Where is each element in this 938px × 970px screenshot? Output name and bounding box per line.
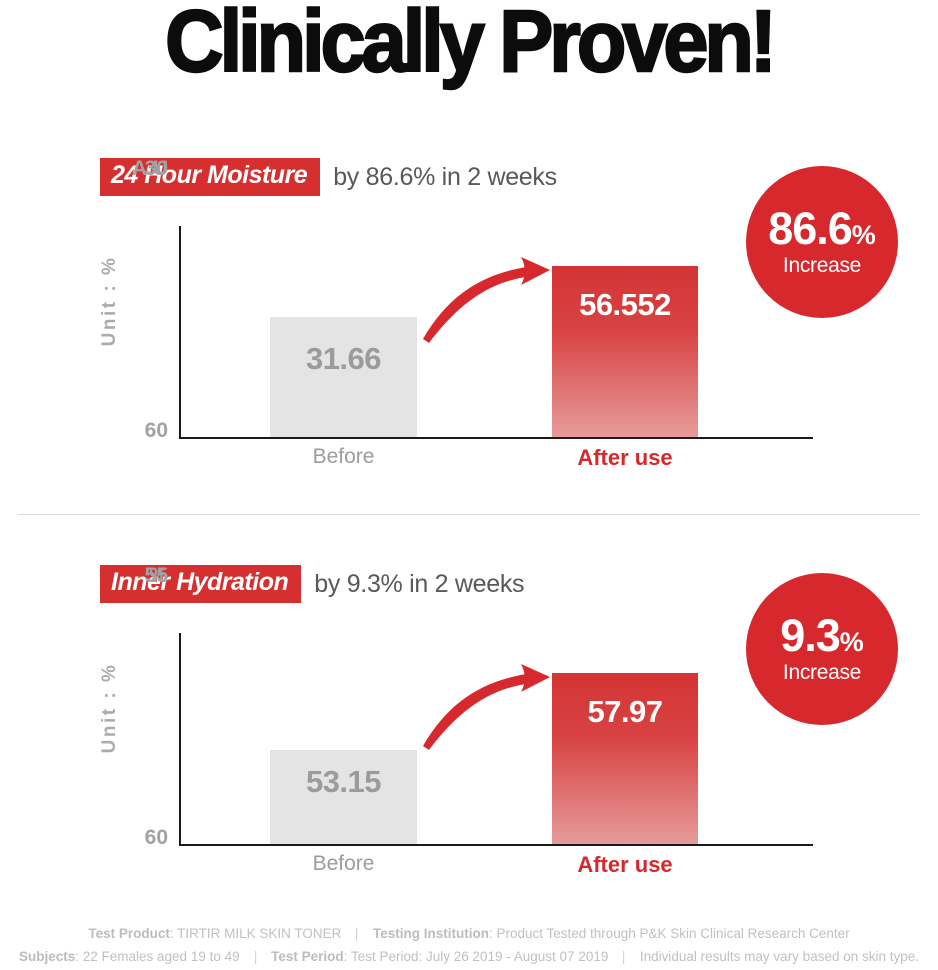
page-title: Clinically Proven!: [164, 0, 778, 91]
bar-value-before: 31.66: [305, 341, 382, 376]
increase-label: Increase: [782, 254, 862, 277]
bar-after: 57.97: [552, 673, 698, 844]
footer-line-1: Test Product: TIRTIR MILK SKIN TONER | Tes…: [0, 922, 938, 945]
section-divider: [18, 514, 920, 515]
footer-note: Individual results may vary based on ski…: [639, 949, 920, 964]
y-tick: 55: [144, 564, 168, 587]
increase-value: 86.6: [768, 203, 853, 254]
footer-label: Test Period: [271, 949, 344, 964]
chart-section-hydration: Inner Hydration by 9.3% in 2 weeks Unit …: [0, 565, 938, 917]
footer-value: : TIRTIR MILK SKIN TONER: [169, 926, 342, 941]
section-header: 24 Hour Moisture by 86.6% in 2 weeks: [100, 158, 557, 196]
y-axis-unit-label: Unit : %: [99, 662, 120, 754]
x-axis-line: [179, 437, 813, 439]
increase-label: Increase: [782, 661, 862, 684]
increase-badge: 86.6 % Increase: [746, 166, 898, 318]
category-label-after: After use: [577, 445, 673, 470]
footer-label: Subjects: [18, 949, 76, 964]
bar-value-after: 57.97: [587, 694, 663, 729]
category-label-after: After use: [577, 852, 673, 877]
y-tick: A.U: [131, 157, 168, 180]
y-tick: 30: [144, 157, 168, 180]
bar-before: 53.15: [270, 750, 417, 844]
section-header: Inner Hydration by 9.3% in 2 weeks: [100, 565, 525, 603]
y-tick: %: [149, 564, 168, 587]
footer-separator: |: [355, 926, 359, 941]
footer-value: : 22 Females aged 19 to 49: [75, 949, 240, 964]
increase-arrow-icon: [423, 664, 550, 750]
bar-after: 56.552: [552, 266, 698, 437]
chart-section-moisture: 24 Hour Moisture by 86.6% in 2 weeks Uni…: [0, 158, 938, 510]
y-tick: 60: [144, 826, 168, 849]
y-axis-line: [179, 633, 181, 846]
metric-badge: Inner Hydration: [100, 565, 302, 603]
y-axis-line: [179, 226, 181, 439]
percent-sign: %: [851, 220, 876, 250]
y-axis-unit-label: Unit : %: [99, 255, 120, 347]
x-axis-line: [179, 844, 813, 846]
increase-value-row: 9.3 %: [780, 613, 864, 658]
bar-before: 31.66: [270, 317, 417, 437]
y-tick: 60: [144, 419, 168, 442]
metric-headline: by 86.6% in 2 weeks: [333, 162, 557, 191]
metric-badge: 24 Hour Moisture: [100, 158, 321, 196]
metric-headline: by 9.3% in 2 weeks: [314, 569, 525, 598]
footer-disclaimer: Test Product: TIRTIR MILK SKIN TONER | Tes…: [0, 922, 938, 968]
footer-separator: |: [622, 949, 626, 964]
bar-value-before: 53.15: [305, 764, 382, 799]
bar-value-after: 56.552: [579, 287, 671, 322]
category-label-before: Before: [312, 445, 375, 468]
footer-label: Test Product: [88, 926, 170, 941]
category-label-before: Before: [312, 852, 375, 875]
increase-value-row: 86.6 %: [768, 206, 876, 251]
increase-arrow-icon: [423, 257, 550, 343]
percent-sign: %: [839, 627, 864, 657]
footer-separator: |: [254, 949, 257, 964]
footer-value: : Test Period: July 26 2019 - August 07 …: [343, 949, 609, 964]
increase-value: 9.3: [780, 610, 841, 661]
increase-badge: 9.3 % Increase: [746, 573, 898, 725]
footer-value: : Product Tested through P&K Skin Clinic…: [488, 926, 850, 941]
footer-line-2: Subjects: 22 Females aged 19 to 49 | Test …: [0, 945, 938, 968]
footer-label: Testing Institution: [372, 926, 489, 941]
